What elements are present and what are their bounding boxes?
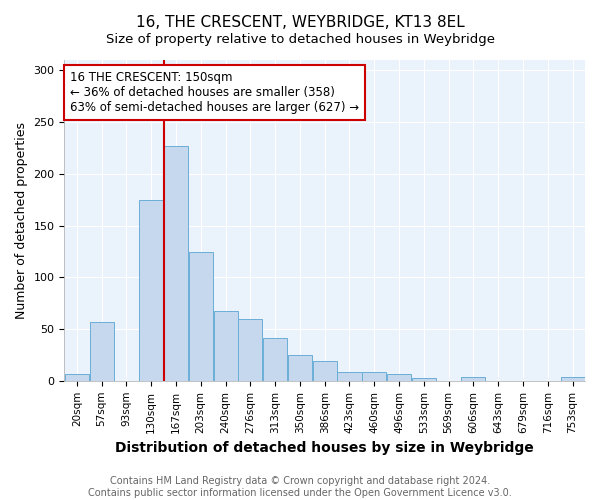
Bar: [288, 355, 312, 381]
Bar: [313, 361, 337, 381]
Bar: [362, 372, 386, 381]
Y-axis label: Number of detached properties: Number of detached properties: [15, 122, 28, 319]
Bar: [337, 372, 362, 381]
Bar: [214, 312, 238, 381]
Bar: [387, 374, 411, 381]
Text: Size of property relative to detached houses in Weybridge: Size of property relative to detached ho…: [106, 32, 494, 46]
Bar: [238, 318, 262, 381]
Bar: [461, 376, 485, 381]
Text: 16 THE CRESCENT: 150sqm
← 36% of detached houses are smaller (358)
63% of semi-d: 16 THE CRESCENT: 150sqm ← 36% of detache…: [70, 71, 359, 114]
Bar: [89, 322, 113, 381]
Bar: [412, 378, 436, 381]
Text: 16, THE CRESCENT, WEYBRIDGE, KT13 8EL: 16, THE CRESCENT, WEYBRIDGE, KT13 8EL: [136, 15, 464, 30]
Bar: [164, 146, 188, 381]
Bar: [560, 376, 584, 381]
Bar: [189, 252, 213, 381]
X-axis label: Distribution of detached houses by size in Weybridge: Distribution of detached houses by size …: [115, 441, 534, 455]
Bar: [139, 200, 163, 381]
Bar: [263, 338, 287, 381]
Text: Contains HM Land Registry data © Crown copyright and database right 2024.
Contai: Contains HM Land Registry data © Crown c…: [88, 476, 512, 498]
Bar: [65, 374, 89, 381]
